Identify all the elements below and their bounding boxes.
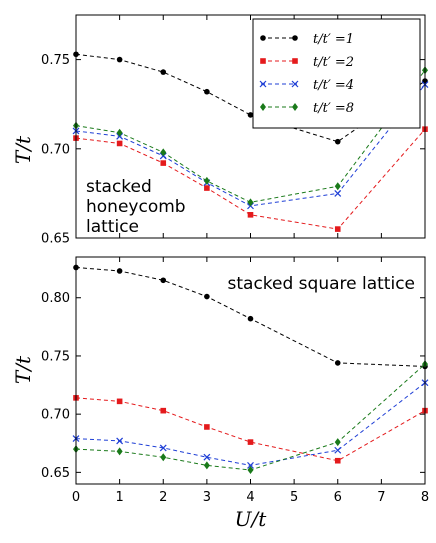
data-point — [334, 438, 341, 447]
series-1 — [73, 264, 428, 370]
legend-marker — [260, 58, 266, 64]
y-axis-label: T/t — [11, 135, 35, 164]
data-point — [334, 189, 342, 197]
data-point — [159, 444, 167, 452]
x-tick-label: 0 — [72, 490, 80, 505]
x-tick-label: 7 — [377, 490, 385, 505]
x-tick-label: 6 — [334, 490, 342, 505]
legend-marker — [292, 35, 298, 41]
x-tick-label: 2 — [159, 490, 167, 505]
annotation-text: stacked — [86, 177, 152, 197]
annotation-text: honeycomb — [86, 197, 186, 217]
series-line — [75, 397, 426, 462]
data-point — [247, 315, 254, 322]
data-point — [116, 140, 123, 147]
data-point — [116, 56, 123, 63]
marker-stroke — [334, 189, 342, 197]
legend-entry: t/t′ =4 — [259, 78, 354, 93]
data-point — [116, 128, 123, 137]
series-4 — [72, 379, 429, 469]
y-tick-label: 0.70 — [41, 142, 70, 157]
marker-stroke — [203, 453, 211, 461]
x-tick-label: 5 — [290, 490, 298, 505]
data-point — [334, 138, 341, 145]
legend-marker — [291, 80, 299, 88]
legend-entry: t/t′ =8 — [260, 101, 354, 116]
annotation-text: lattice — [86, 217, 139, 237]
legend-box — [252, 18, 421, 129]
data-point — [247, 112, 254, 118]
legend: t/t′ =1 t/t′ =2 t/t′ =4 t/t′ =8 — [252, 18, 421, 129]
data-point — [247, 212, 254, 218]
data-point — [247, 439, 254, 445]
data-point — [160, 148, 167, 157]
x-tick-label: 8 — [421, 490, 429, 505]
data-point — [334, 360, 341, 366]
marker-stroke — [159, 444, 167, 452]
marker-stroke — [334, 446, 342, 454]
data-point — [160, 69, 167, 75]
series-8 — [73, 66, 428, 207]
x-tick-label: 3 — [203, 490, 211, 505]
data-point — [116, 437, 124, 445]
data-point — [334, 446, 342, 454]
legend-label: t/t′ =4 — [313, 78, 354, 93]
legend-entry: t/t′ =2 — [260, 55, 354, 70]
legend-marker — [260, 103, 266, 111]
legend-label: t/t′ =8 — [313, 101, 354, 116]
data-point — [160, 160, 167, 166]
square-panel: 0 1 2 3 4 5 6 7 8 0.65 0.70 0.75 0.80 T/t stacked squa… — [11, 256, 429, 531]
x-tick-label: 1 — [115, 490, 123, 505]
plot-frame — [75, 14, 426, 239]
data-point — [160, 407, 167, 414]
data-point — [334, 226, 341, 232]
y-axis-label: T/t — [11, 355, 35, 384]
legend-marker — [292, 58, 298, 64]
data-point — [203, 176, 210, 185]
x-axis-label: U/t — [235, 507, 268, 531]
marker-stroke — [291, 80, 299, 88]
data-point — [204, 88, 210, 95]
series-line — [75, 363, 426, 471]
y-tick-label: 0.80 — [41, 291, 70, 306]
marker-stroke — [259, 80, 267, 88]
data-point — [203, 453, 211, 461]
y-tick-label: 0.75 — [41, 349, 70, 364]
legend-entry: t/t′ =1 — [260, 32, 354, 47]
legend-marker — [259, 80, 267, 88]
annotation-text: stacked square lattice — [228, 274, 416, 294]
data-point — [204, 424, 210, 430]
data-point — [204, 293, 210, 300]
x-tick-label: 4 — [246, 490, 254, 505]
data-point — [247, 198, 254, 207]
legend-marker — [260, 35, 266, 41]
data-point — [334, 457, 341, 464]
data-point — [116, 398, 123, 405]
data-point — [116, 268, 123, 274]
data-point — [160, 453, 167, 462]
legend-label: t/t′ =2 — [313, 55, 354, 70]
data-point — [247, 466, 254, 475]
marker-stroke — [116, 437, 124, 445]
data-point — [160, 277, 167, 284]
y-tick-label: 0.75 — [41, 53, 70, 68]
data-point — [204, 185, 210, 191]
series-2 — [73, 395, 428, 464]
legend-label: t/t′ =1 — [313, 32, 354, 47]
data-point — [116, 447, 123, 456]
legend-marker — [292, 103, 298, 111]
marker-stroke — [247, 461, 254, 469]
series-8 — [73, 360, 428, 475]
y-tick-label: 0.65 — [41, 466, 70, 481]
y-tick-label: 0.70 — [41, 408, 70, 423]
plot-frame — [75, 256, 426, 485]
data-point — [203, 461, 210, 470]
data-point — [247, 461, 254, 469]
y-tick-label: 0.65 — [41, 232, 70, 247]
data-point — [334, 182, 341, 191]
